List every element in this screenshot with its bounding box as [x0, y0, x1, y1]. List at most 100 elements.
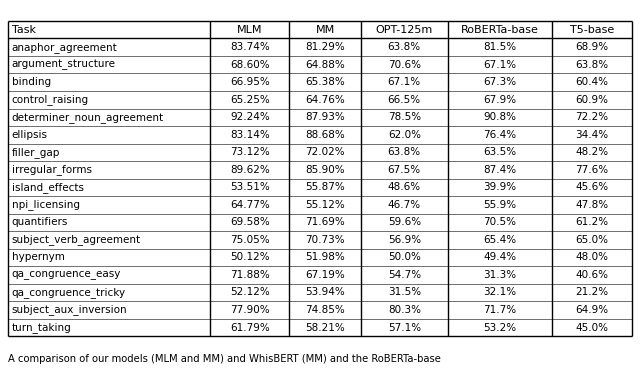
Text: 31.3%: 31.3% [483, 270, 516, 280]
Text: 60.9%: 60.9% [575, 95, 609, 105]
Text: 67.19%: 67.19% [305, 270, 345, 280]
Text: 68.9%: 68.9% [575, 42, 609, 52]
Text: 50.0%: 50.0% [388, 252, 420, 263]
Text: subject_verb_agreement: subject_verb_agreement [12, 234, 141, 245]
Text: 67.3%: 67.3% [483, 77, 516, 87]
Text: 75.05%: 75.05% [230, 235, 269, 245]
Text: npi_licensing: npi_licensing [12, 200, 79, 211]
Text: 70.6%: 70.6% [388, 60, 420, 70]
Text: 81.29%: 81.29% [305, 42, 345, 52]
Text: 32.1%: 32.1% [483, 288, 516, 298]
Text: 70.5%: 70.5% [483, 217, 516, 227]
Text: 63.5%: 63.5% [483, 147, 516, 157]
Text: 54.7%: 54.7% [388, 270, 421, 280]
Text: 50.12%: 50.12% [230, 252, 269, 263]
Text: turn_taking: turn_taking [12, 322, 71, 333]
Text: 77.6%: 77.6% [575, 165, 609, 175]
Text: 51.98%: 51.98% [305, 252, 345, 263]
Text: 67.9%: 67.9% [483, 95, 516, 105]
Text: ellipsis: ellipsis [12, 130, 47, 140]
Text: irregular_forms: irregular_forms [12, 165, 92, 175]
Text: 81.5%: 81.5% [483, 42, 516, 52]
Text: 55.9%: 55.9% [483, 200, 516, 210]
Text: 90.8%: 90.8% [483, 112, 516, 122]
Text: 61.79%: 61.79% [230, 323, 269, 332]
Text: 87.4%: 87.4% [483, 165, 516, 175]
Text: anaphor_agreement: anaphor_agreement [12, 42, 117, 53]
Text: T5-base: T5-base [570, 25, 614, 35]
Text: qa_congruence_tricky: qa_congruence_tricky [12, 287, 125, 298]
Text: RoBERTa-base: RoBERTa-base [461, 25, 539, 35]
Text: 65.4%: 65.4% [483, 235, 516, 245]
Text: 57.1%: 57.1% [388, 323, 421, 332]
Text: 63.8%: 63.8% [388, 147, 421, 157]
Text: 66.95%: 66.95% [230, 77, 269, 87]
Text: 87.93%: 87.93% [305, 112, 345, 122]
Text: 63.8%: 63.8% [388, 42, 421, 52]
Text: 64.88%: 64.88% [305, 60, 345, 70]
Text: hypernym: hypernym [12, 252, 65, 263]
Text: 46.7%: 46.7% [388, 200, 421, 210]
Text: 53.2%: 53.2% [483, 323, 516, 332]
Text: 64.76%: 64.76% [305, 95, 345, 105]
Text: 21.2%: 21.2% [575, 288, 609, 298]
Text: 73.12%: 73.12% [230, 147, 269, 157]
Text: 72.2%: 72.2% [575, 112, 609, 122]
Text: 65.38%: 65.38% [305, 77, 345, 87]
Text: filler_gap: filler_gap [12, 147, 60, 158]
Text: MLM: MLM [237, 25, 262, 35]
Text: 40.6%: 40.6% [575, 270, 609, 280]
Text: 71.7%: 71.7% [483, 305, 516, 315]
Text: 47.8%: 47.8% [575, 200, 609, 210]
Text: 60.4%: 60.4% [575, 77, 609, 87]
Text: 53.51%: 53.51% [230, 182, 269, 192]
Text: 45.0%: 45.0% [575, 323, 609, 332]
Text: 71.88%: 71.88% [230, 270, 269, 280]
Text: 78.5%: 78.5% [388, 112, 421, 122]
Text: 80.3%: 80.3% [388, 305, 420, 315]
Text: 49.4%: 49.4% [483, 252, 516, 263]
Text: 67.5%: 67.5% [388, 165, 421, 175]
Text: 58.21%: 58.21% [305, 323, 345, 332]
Text: 71.69%: 71.69% [305, 217, 345, 227]
Text: 64.9%: 64.9% [575, 305, 609, 315]
Text: island_effects: island_effects [12, 182, 83, 193]
Text: 39.9%: 39.9% [483, 182, 516, 192]
Text: 92.24%: 92.24% [230, 112, 269, 122]
Text: 64.77%: 64.77% [230, 200, 269, 210]
Text: 68.60%: 68.60% [230, 60, 269, 70]
Text: 45.6%: 45.6% [575, 182, 609, 192]
Text: 31.5%: 31.5% [388, 288, 421, 298]
Text: argument_structure: argument_structure [12, 60, 115, 70]
Text: 66.5%: 66.5% [388, 95, 421, 105]
Text: qa_congruence_easy: qa_congruence_easy [12, 270, 121, 280]
Text: 85.90%: 85.90% [305, 165, 345, 175]
Text: 83.14%: 83.14% [230, 130, 269, 140]
Text: 61.2%: 61.2% [575, 217, 609, 227]
Text: 62.0%: 62.0% [388, 130, 420, 140]
Text: 88.68%: 88.68% [305, 130, 345, 140]
Text: 67.1%: 67.1% [388, 77, 421, 87]
Text: 59.6%: 59.6% [388, 217, 421, 227]
Text: subject_aux_inversion: subject_aux_inversion [12, 304, 127, 315]
Text: 65.0%: 65.0% [575, 235, 609, 245]
Text: 72.02%: 72.02% [305, 147, 345, 157]
Text: quantifiers: quantifiers [12, 217, 68, 227]
Text: 74.85%: 74.85% [305, 305, 345, 315]
Text: 65.25%: 65.25% [230, 95, 269, 105]
Text: 55.87%: 55.87% [305, 182, 345, 192]
Text: 67.1%: 67.1% [483, 60, 516, 70]
Text: 77.90%: 77.90% [230, 305, 269, 315]
Text: Task: Task [12, 25, 36, 35]
Text: OPT-125m: OPT-125m [376, 25, 433, 35]
Text: 69.58%: 69.58% [230, 217, 269, 227]
Text: 63.8%: 63.8% [575, 60, 609, 70]
Text: A comparison of our models (MLM and MM) and WhisBERT (MM) and the RoBERTa-base: A comparison of our models (MLM and MM) … [8, 354, 440, 364]
Text: 89.62%: 89.62% [230, 165, 269, 175]
Text: determiner_noun_agreement: determiner_noun_agreement [12, 112, 164, 123]
Text: 56.9%: 56.9% [388, 235, 421, 245]
Text: 55.12%: 55.12% [305, 200, 345, 210]
Text: 34.4%: 34.4% [575, 130, 609, 140]
Text: binding: binding [12, 77, 51, 87]
Text: 52.12%: 52.12% [230, 288, 269, 298]
